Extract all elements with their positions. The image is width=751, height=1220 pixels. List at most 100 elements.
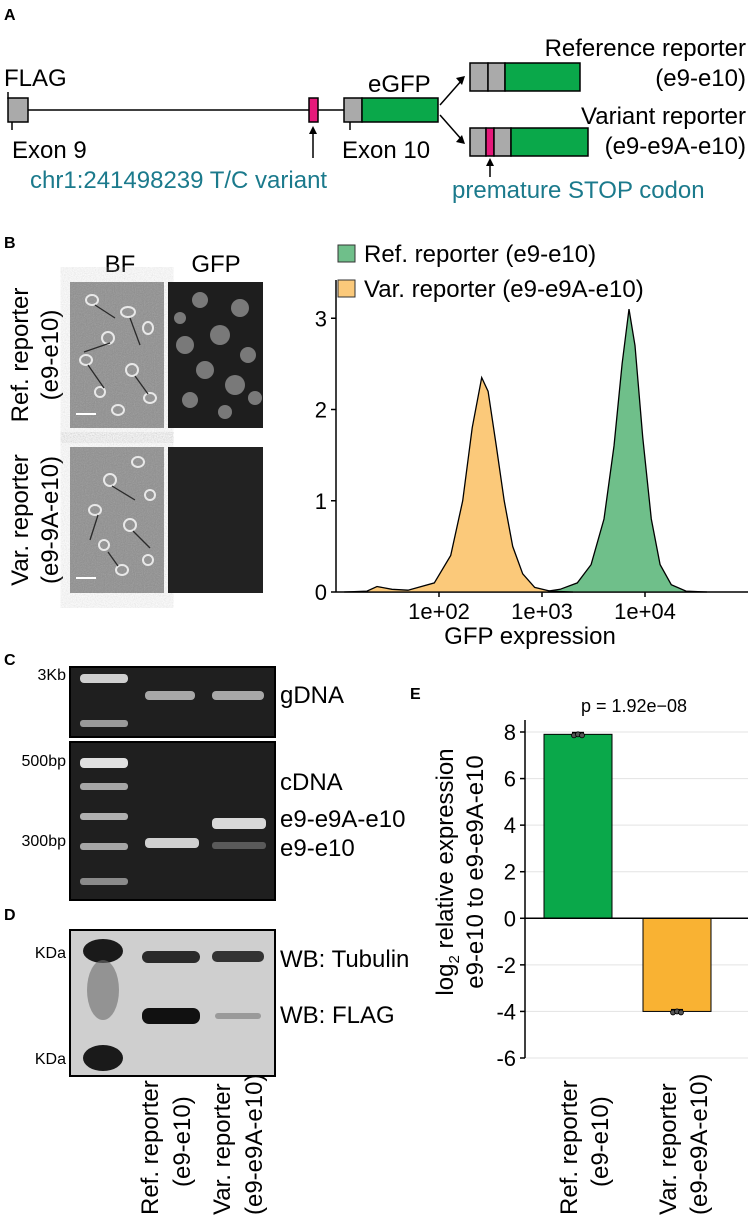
gdna-label: gDNA [280,682,344,709]
var-reporter-subtitle: (e9-e9A-e10) [605,133,746,160]
category-label-var-line1: Var. reporter [655,1083,682,1215]
panel-b-images: B BF GFP Ref. reporter (e9-e10) Var. rep… [4,235,263,593]
y-tick-label: 1 [315,489,327,514]
y-tick-label: 2 [504,860,516,885]
panel-d: D KDa KDa WB: Tubulin WB: FLAG Ref. repo… [4,907,409,1215]
category-label-ref-line2: (e9-e10) [587,1096,614,1187]
chart-axes: -6 -4 -2 0 2 4 6 8 [496,720,748,1071]
replicate-point [678,1009,684,1016]
p-value-annotation: p = 1.92e−08 [581,696,687,716]
panel-a-letter: A [4,7,16,24]
lane1-label-line1: Ref. reporter [137,1080,164,1215]
variant-position-label: chr1:241498239 T/C variant [30,167,327,194]
egfp-box [361,97,439,123]
marker-300bp: 300bp [22,833,67,850]
var-reporter-title: Variant reporter [581,103,746,130]
branch-arrow-down [439,114,463,141]
wb-tubulin-label: WB: Tubulin [280,946,409,973]
y-tick-label: 0 [315,580,327,605]
y-tick-label: 3 [315,306,327,331]
density-chart: Ref. reporter (e9-e10) Var. reporter (e9… [315,241,748,650]
gel-gdna-bands [80,674,264,727]
panel-d-letter: D [4,907,16,924]
chart-axes: 0 1 2 3 1e+02 1e+03 1e+04 [315,280,748,624]
y-axis-title: log2 relative expression [432,748,463,995]
panel-c: C 3Kb 500bp 300bp gDNA cDNA e9-e9A-e10 e… [4,652,405,901]
band-ref-label: e9-e10 [280,835,355,862]
category-label-var-line2: (e9-e9A-e10) [686,1074,713,1215]
x-axis-title: GFP expression [444,623,616,650]
micrograph-gfp-var [168,447,263,593]
y-tick-label: 6 [504,767,516,792]
replicate-point [579,732,585,739]
y-tick-label: -4 [496,999,516,1024]
bar-chart: E p = 1.92e−08 log2 relative expression … [410,686,748,1215]
gel-cdna-bands [80,758,266,885]
cdna-label: cDNA [280,769,343,796]
y-tick-label: -2 [496,953,516,978]
lane1-label-line2: (e9-e10) [169,1096,196,1187]
exon10-box [343,97,363,123]
var-construct-exon9a [485,127,495,157]
marker-500bp: 500bp [22,753,67,770]
x-tick-label: 1e+04 [614,599,676,624]
y-tick-label: 2 [315,398,327,423]
x-tick-label: 1e+02 [408,599,470,624]
y-tick-label: 4 [504,813,516,838]
row1-label-line2: (e9-e10) [37,310,64,401]
legend-label-ref: Ref. reporter (e9-e10) [364,241,596,268]
bar-0 [543,733,613,919]
legend-label-var: Var. reporter (e9-e9A-e10) [364,276,644,303]
row1-label-line1: Ref. reporter [7,288,34,423]
row2-label-line1: Var. reporter [7,454,34,586]
x-tick-label: 1e+03 [511,599,573,624]
western-blot-bands [83,939,264,1071]
marker-3kb: 3Kb [38,667,67,684]
panel-b-letter: B [4,235,16,252]
ref-reporter-title: Reference reporter [545,35,746,62]
band-var-label: e9-e9A-e10 [280,806,405,833]
legend-swatch-ref [337,244,356,263]
chart-series [344,308,708,593]
lane2-label-line2: (e9-e9A-e10) [241,1074,268,1215]
ref-construct-exon10 [487,62,506,92]
micrograph-bf-var [70,447,164,593]
wb-flag-label: WB: FLAG [280,1002,395,1029]
chart-legend: Ref. reporter (e9-e10) Var. reporter (e9… [337,241,644,303]
exon10-label: Exon 10 [342,137,430,164]
branch-arrowhead-down-icon [456,135,465,144]
stop-codon-label: premature STOP codon [452,177,705,204]
micrograph-bf-ref [70,282,164,428]
y-tick-label: 8 [504,720,516,745]
col-bf-label: BF [105,251,136,278]
kda-top: KDa [35,945,66,962]
var-construct-egfp [510,127,589,157]
egfp-label: eGFP [368,71,431,98]
row2-label-line2: (e9-9A-e10) [37,456,64,584]
ref-construct-exon9 [469,62,489,92]
density-series-1 [344,375,574,593]
bar-1 [642,917,712,1012]
panel-e-letter: E [410,686,421,703]
micrograph-gfp-ref [168,282,263,428]
flag-label: FLAG [4,65,67,92]
col-gfp-label: GFP [191,251,240,278]
var-construct-exon10 [493,127,512,157]
legend-swatch-var [337,279,356,298]
y-tick-label: -6 [496,1046,516,1071]
density-series-0 [541,308,708,593]
ref-reporter-subtitle: (e9-e10) [655,65,746,92]
exon9-box [7,97,29,123]
ref-construct-egfp [504,62,581,92]
panel-c-letter: C [4,652,16,669]
category-label-ref-line1: Ref. reporter [556,1080,583,1215]
panel-a: A FLAG eGFP Exon 9 Exon 10 chr1:24149823… [4,7,746,204]
exon9a-box [308,97,319,123]
y-axis-subtitle: e9-e10 to e9-e9A-e10 [462,755,489,989]
chart-bars [543,731,712,1016]
var-construct-exon9 [469,127,487,157]
exon9-label: Exon 9 [12,137,87,164]
y-tick-label: 0 [504,906,516,931]
kda-bottom: KDa [35,1051,66,1068]
